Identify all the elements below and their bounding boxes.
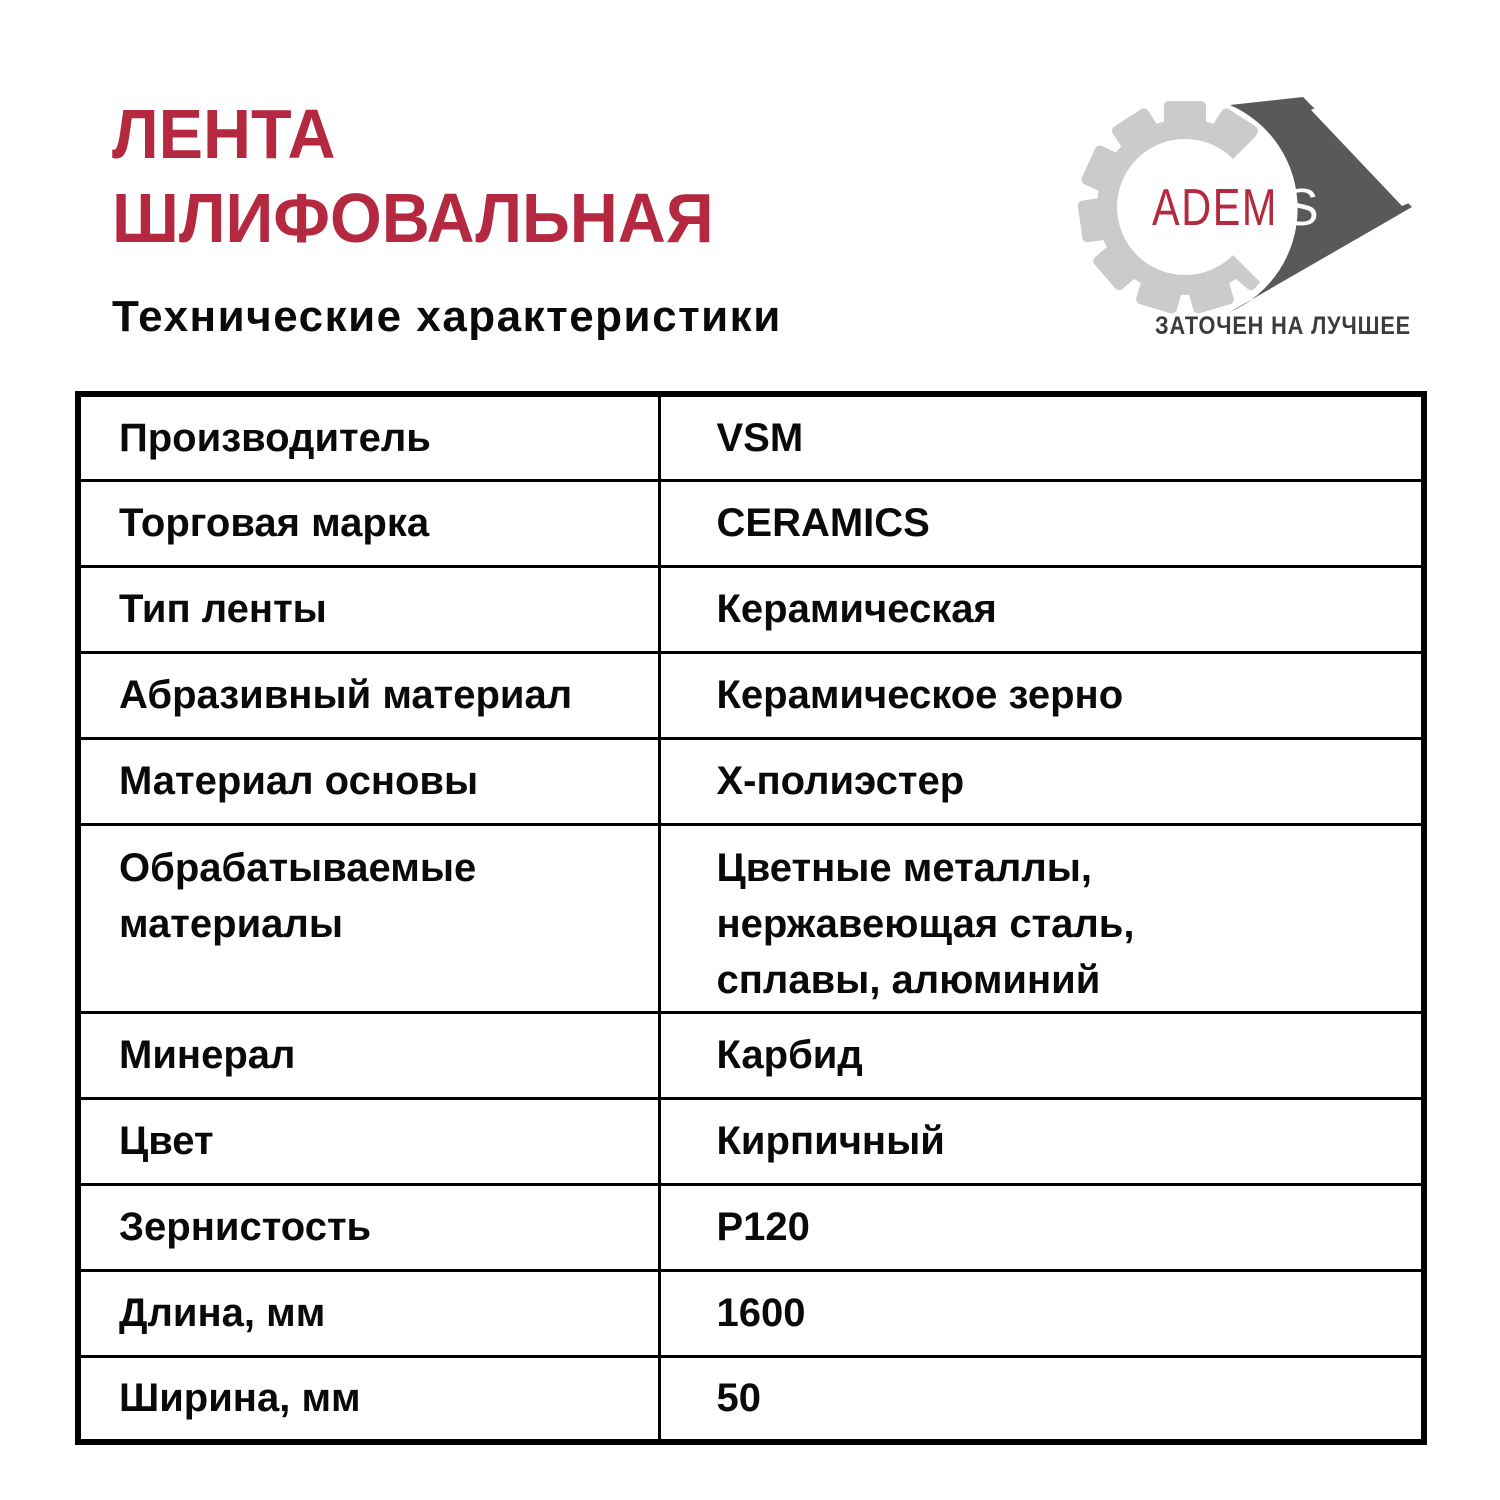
arrow-icon — [1230, 97, 1412, 312]
gear-icon — [1077, 101, 1316, 314]
spec-label: Длина, мм — [76, 1268, 661, 1358]
spec-label: Материал основы — [76, 736, 661, 826]
spec-value: VSM — [657, 392, 1426, 482]
spec-row: Материал основы Х-полиэстер — [76, 736, 1426, 826]
spec-value: Х-полиэстер — [657, 736, 1426, 826]
specs-table-body: Производитель VSM Торговая марка CERAMICS Ти… — [76, 392, 1426, 1444]
spec-value: Карбид — [657, 1010, 1426, 1100]
spec-value: 50 — [657, 1354, 1426, 1444]
spec-label: Тип ленты — [76, 564, 661, 654]
logo-brand-adem: ADEM — [1152, 179, 1278, 237]
spec-row: Зернистость P120 — [76, 1182, 1426, 1272]
spec-row: Цвет Кирпичный — [76, 1096, 1426, 1186]
spec-row: Длина, мм 1600 — [76, 1268, 1426, 1358]
logo-brand-s: S — [1284, 179, 1319, 237]
page-title: ЛЕНТА ШЛИФОВАЛЬНАЯ — [112, 95, 714, 257]
spec-label: Торговая марка — [76, 478, 661, 568]
spec-row: Ширина, мм 50 — [76, 1354, 1426, 1444]
spec-value: Кирпичный — [657, 1096, 1426, 1186]
adems-logo: ADEM S ЗАТОЧЕН НА ЛУЧШЕЕ — [1077, 97, 1412, 340]
specs-table: Производитель VSM Торговая марка CERAMICS Ти… — [75, 391, 1427, 1445]
spec-row: Производитель VSM — [76, 392, 1426, 482]
spec-row: Обрабатываемые материалы Цветные металлы,… — [76, 822, 1426, 1014]
spec-label: Производитель — [76, 392, 661, 482]
spec-label: Зернистость — [76, 1182, 661, 1272]
spec-row: Тип ленты Керамическая — [76, 564, 1426, 654]
spec-label: Цвет — [76, 1096, 661, 1186]
spec-value: P120 — [657, 1182, 1426, 1272]
spec-label: Обрабатываемые материалы — [76, 822, 661, 1014]
arrow-highlight — [1311, 106, 1409, 206]
spec-value: Цветные металлы, нержавеющая сталь, спла… — [657, 822, 1426, 1014]
spec-value: CERAMICS — [657, 478, 1426, 568]
page-subtitle: Технические характеристики — [112, 292, 782, 341]
spec-value: Керамическая — [657, 564, 1426, 654]
spec-label: Ширина, мм — [76, 1354, 661, 1444]
spec-row: Абразивный материал Керамическое зерно — [76, 650, 1426, 740]
spec-row: Минерал Карбид — [76, 1010, 1426, 1100]
spec-value: Керамическое зерно — [657, 650, 1426, 740]
spec-label: Абразивный материал — [76, 650, 661, 740]
logo-tagline: ЗАТОЧЕН НА ЛУЧШЕЕ — [1155, 312, 1411, 340]
spec-row: Торговая марка CERAMICS — [76, 478, 1426, 568]
spec-label: Минерал — [76, 1010, 661, 1100]
spec-value: 1600 — [657, 1268, 1426, 1358]
